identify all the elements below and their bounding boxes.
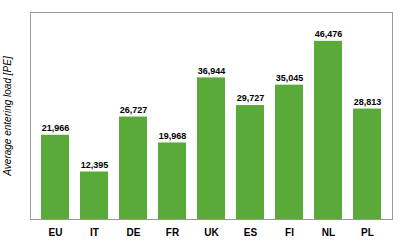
svg-text:DE: DE bbox=[127, 227, 141, 238]
svg-text:36,944: 36,944 bbox=[198, 66, 226, 76]
svg-text:28,813: 28,813 bbox=[354, 97, 382, 107]
svg-text:46,476: 46,476 bbox=[315, 29, 343, 39]
svg-text:21,966: 21,966 bbox=[42, 123, 70, 133]
svg-text:29,727: 29,727 bbox=[237, 93, 265, 103]
svg-text:12,395: 12,395 bbox=[81, 160, 109, 170]
svg-text:26,727: 26,727 bbox=[120, 105, 148, 115]
svg-text:ES: ES bbox=[244, 227, 258, 238]
svg-text:EU: EU bbox=[49, 227, 63, 238]
svg-text:FR: FR bbox=[166, 227, 180, 238]
svg-text:IT: IT bbox=[90, 227, 99, 238]
svg-text:NL: NL bbox=[322, 227, 335, 238]
svg-text:PL: PL bbox=[361, 227, 374, 238]
svg-text:19,968: 19,968 bbox=[159, 131, 187, 141]
svg-text:35,045: 35,045 bbox=[276, 73, 304, 83]
svg-text:UK: UK bbox=[204, 227, 219, 238]
svg-text:Average entering load [PE]: Average entering load [PE] bbox=[2, 56, 13, 177]
svg-text:FI: FI bbox=[285, 227, 294, 238]
